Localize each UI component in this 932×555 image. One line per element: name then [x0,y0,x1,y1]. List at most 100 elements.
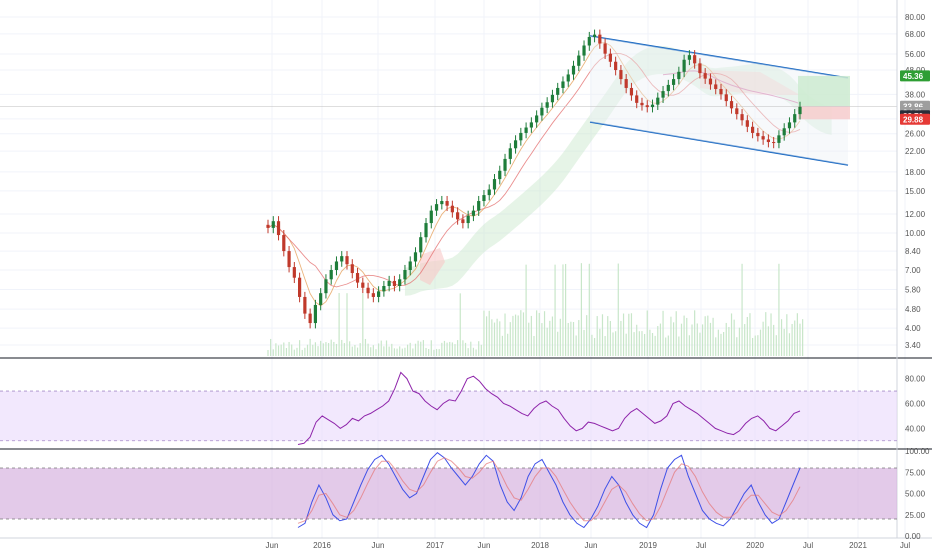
price-badge-label: 45.36 [903,72,924,81]
price-tick-label: 8.40 [905,247,921,256]
volume-bar [728,327,730,356]
volume-bar [578,320,580,356]
candle-body [466,215,470,224]
volume-bar [601,314,604,356]
volume-bar [688,335,690,356]
time-axis[interactable]: Jun 2016 Jun 2017 Jun 2018 Jun 2019 Jul 2020 Jul 20… [266,541,911,550]
candle-body [298,277,302,297]
volume-bar [370,347,372,356]
candle-body [461,219,465,224]
candle-body [334,261,339,271]
cloud-red-patch [420,248,445,285]
volume-bar [683,315,685,356]
volume-bar [694,310,696,356]
candle-body [698,63,702,74]
volume-bar [462,340,464,356]
volume-bar [791,323,793,356]
volume-bar [733,319,735,356]
loss-zone [798,106,850,120]
cloud-area [404,45,832,296]
ichimoku-cloud [404,45,832,296]
candle-body [761,136,765,140]
volume-bar [754,335,756,356]
volume-bar [441,342,443,356]
volume-bar [557,331,559,356]
volume-bar [438,349,440,356]
time-tick-label: Jul [900,541,910,550]
volume-bar [314,342,317,356]
volume-bar [633,332,635,356]
volume-bar [343,343,345,356]
volume-bar [586,315,588,356]
volume-bar [467,348,469,356]
volume-bar [351,346,353,356]
volume-bar [378,343,380,356]
candle-body [624,79,628,88]
rsi-line [297,371,801,445]
volume-bar [280,344,282,356]
trade-position-box[interactable] [0,75,897,120]
candle-body [566,74,570,82]
volume-bar [720,333,722,356]
volume-bar [551,316,554,356]
candle-body [772,142,776,144]
candle-body [371,293,375,297]
volume-bars [267,263,804,356]
volume-bar [536,310,538,356]
price-candles [266,29,802,329]
volume-bar [778,263,780,356]
price-tick-label: 56.00 [905,50,926,59]
candle-body [366,287,370,294]
candle-body [355,273,360,283]
candle-body [350,264,354,274]
volume-bar [322,343,324,356]
volume-bar [675,311,677,356]
candle-body [677,71,681,80]
time-tick-label: 2018 [531,541,549,550]
candle-body [456,212,460,220]
candle-body [419,237,423,253]
volume-bar [762,321,764,356]
volume-bar [301,349,303,356]
volume-bar [588,263,590,356]
price-tick-label: 68.00 [905,30,926,39]
volume-bar [641,331,643,356]
volume-bar [659,323,662,356]
volume-bar [341,339,343,356]
candle-body [529,122,533,128]
candle-body [545,102,549,108]
candle-body [687,55,691,60]
volume-bar [399,346,401,356]
volume-bar [470,341,472,356]
volume-bar [667,335,669,356]
volume-bar [422,340,424,356]
volume-bar [327,343,330,356]
volume-bar [338,293,340,356]
rsi-axis[interactable]: 80.00 60.00 40.00 [905,375,926,434]
price-tick-label: 10.00 [905,229,926,238]
candle-body [656,97,660,105]
volume-bar [499,321,501,356]
volume-bar [414,343,417,356]
stochastic-axis[interactable]: 100.00 75.00 50.00 25.00 0.00 [905,447,930,541]
volume-bar [409,342,411,356]
volume-bar [662,310,664,356]
volume-bar [330,339,332,356]
candle-body [487,189,491,196]
volume-bar [312,344,314,356]
candle-body [735,108,739,115]
candle-body [592,34,597,37]
volume-bar [725,322,727,356]
volume-bar [309,338,311,356]
volume-bar [472,347,475,356]
candle-body [714,84,718,89]
volume-bar [359,343,361,356]
rsi-pane [0,371,897,445]
sma-long-line [662,70,801,105]
volume-bar [443,340,446,356]
volume-bar [483,310,485,356]
volume-bar [285,348,288,356]
candle-body [740,114,744,121]
